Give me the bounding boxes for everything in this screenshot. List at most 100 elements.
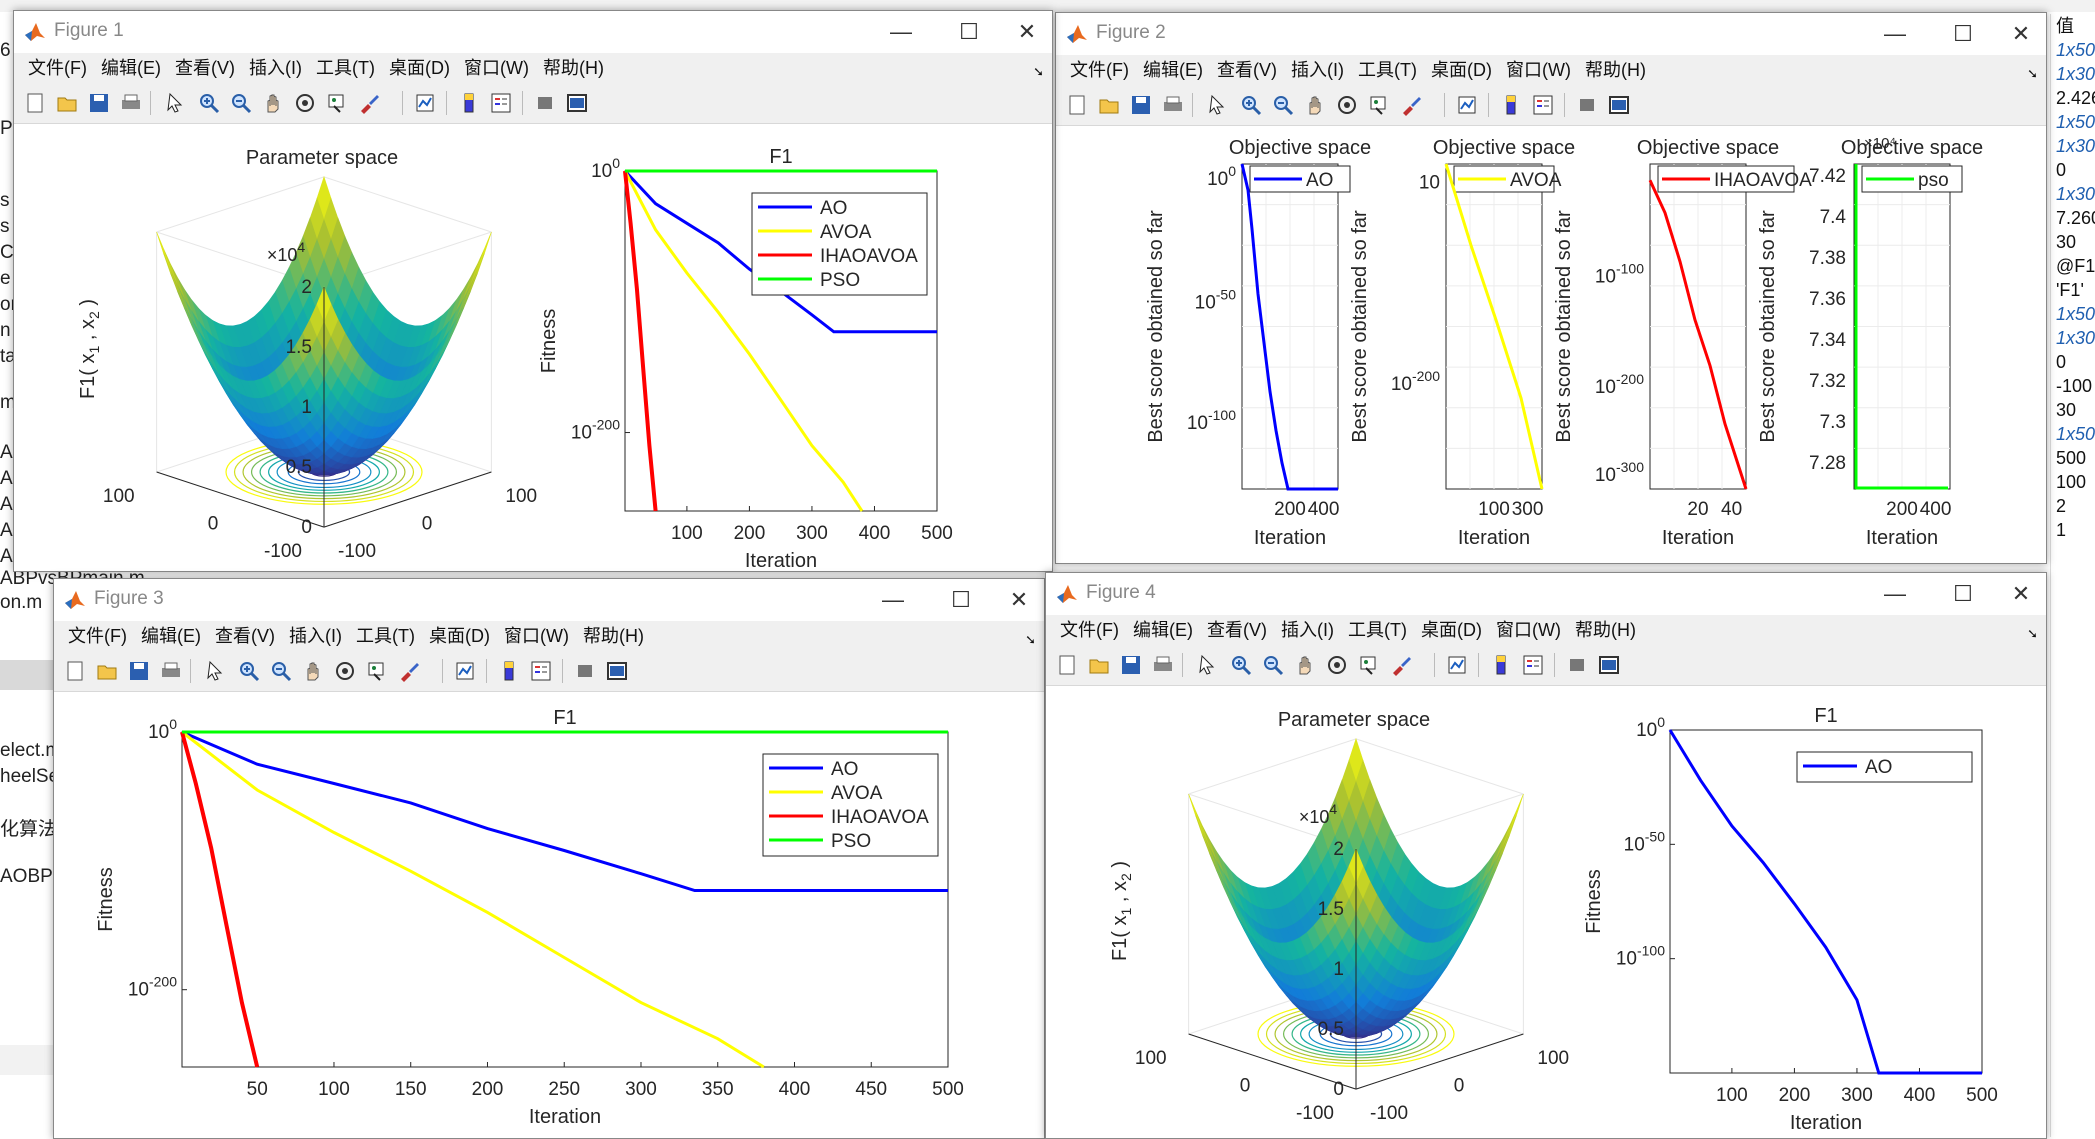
- menu-item-0[interactable]: 文件(F): [1060, 615, 1119, 645]
- title-bar[interactable]: Figure 2—☐✕: [1056, 13, 2046, 55]
- minimize-button[interactable]: —: [886, 17, 916, 47]
- colorbar-icon[interactable]: [1500, 94, 1522, 116]
- menu-item-4[interactable]: 工具(T): [356, 621, 415, 651]
- menu-item-6[interactable]: 窗口(W): [464, 53, 529, 83]
- close-button[interactable]: ✕: [2006, 19, 2036, 49]
- zoom-in-icon[interactable]: [1230, 654, 1252, 676]
- zoom-in-icon[interactable]: [238, 660, 260, 682]
- figure-3-window[interactable]: Figure 3—☐✕ 文件(F)编辑(E)查看(V)插入(I)工具(T)桌面(…: [53, 578, 1045, 1139]
- pointer-icon[interactable]: [204, 660, 226, 682]
- menu-item-0[interactable]: 文件(F): [28, 53, 87, 83]
- zoom-out-icon[interactable]: [270, 660, 292, 682]
- title-bar[interactable]: Figure 1—☐✕: [14, 11, 1052, 53]
- menu-item-3[interactable]: 插入(I): [1281, 615, 1334, 645]
- new-file-icon[interactable]: [64, 660, 86, 682]
- menu-item-3[interactable]: 插入(I): [289, 621, 342, 651]
- menu-item-3[interactable]: 插入(I): [1291, 55, 1344, 85]
- menu-item-4[interactable]: 工具(T): [1348, 615, 1407, 645]
- close-button[interactable]: ✕: [1004, 585, 1034, 615]
- close-button[interactable]: ✕: [2006, 579, 2036, 609]
- data-cursor-icon[interactable]: [326, 92, 348, 114]
- bg-fragment[interactable]: heelSe: [0, 766, 59, 788]
- close-button[interactable]: ✕: [1012, 17, 1042, 47]
- open-folder-icon[interactable]: [1098, 94, 1120, 116]
- menu-item-4[interactable]: 工具(T): [1358, 55, 1417, 85]
- pointer-icon[interactable]: [1206, 94, 1228, 116]
- menu-item-7[interactable]: 帮助(H): [1575, 615, 1636, 645]
- property-editor-icon[interactable]: [566, 92, 588, 114]
- maximize-button[interactable]: ☐: [946, 585, 976, 615]
- print-icon[interactable]: [160, 660, 182, 682]
- link-plot-icon[interactable]: [1456, 94, 1478, 116]
- menu-item-7[interactable]: 帮助(H): [1585, 55, 1646, 85]
- maximize-button[interactable]: ☐: [1948, 579, 1978, 609]
- figure-2-window[interactable]: Figure 2—☐✕ 文件(F)编辑(E)查看(V)插入(I)工具(T)桌面(…: [1055, 12, 2047, 564]
- pan-hand-icon[interactable]: [1304, 94, 1326, 116]
- menu-item-0[interactable]: 文件(F): [1070, 55, 1129, 85]
- minimize-button[interactable]: —: [1880, 579, 1910, 609]
- colorbar-icon[interactable]: [458, 92, 480, 114]
- zoom-out-icon[interactable]: [230, 92, 252, 114]
- hide-tools-icon[interactable]: [534, 92, 556, 114]
- title-bar[interactable]: Figure 4—☐✕: [1046, 573, 2046, 615]
- legend-icon[interactable]: [1522, 654, 1544, 676]
- zoom-in-icon[interactable]: [198, 92, 220, 114]
- menu-item-1[interactable]: 编辑(E): [101, 53, 161, 83]
- brush-icon[interactable]: [398, 660, 420, 682]
- save-icon[interactable]: [1120, 654, 1142, 676]
- minimize-button[interactable]: —: [1880, 19, 1910, 49]
- minimize-button[interactable]: —: [878, 585, 908, 615]
- menu-item-7[interactable]: 帮助(H): [543, 53, 604, 83]
- figure-1-window[interactable]: Figure 1—☐✕ 文件(F)编辑(E)查看(V)插入(I)工具(T)桌面(…: [13, 10, 1053, 572]
- print-icon[interactable]: [1162, 94, 1184, 116]
- menu-item-6[interactable]: 窗口(W): [1506, 55, 1571, 85]
- hide-tools-icon[interactable]: [1576, 94, 1598, 116]
- pan-hand-icon[interactable]: [1294, 654, 1316, 676]
- print-icon[interactable]: [120, 92, 142, 114]
- open-folder-icon[interactable]: [56, 92, 78, 114]
- colorbar-icon[interactable]: [498, 660, 520, 682]
- open-folder-icon[interactable]: [96, 660, 118, 682]
- link-plot-icon[interactable]: [1446, 654, 1468, 676]
- menu-item-7[interactable]: 帮助(H): [583, 621, 644, 651]
- open-folder-icon[interactable]: [1088, 654, 1110, 676]
- pan-hand-icon[interactable]: [302, 660, 324, 682]
- menu-item-3[interactable]: 插入(I): [249, 53, 302, 83]
- data-cursor-icon[interactable]: [366, 660, 388, 682]
- legend-icon[interactable]: [490, 92, 512, 114]
- legend-icon[interactable]: [1532, 94, 1554, 116]
- menu-item-0[interactable]: 文件(F): [68, 621, 127, 651]
- save-icon[interactable]: [88, 92, 110, 114]
- pointer-icon[interactable]: [164, 92, 186, 114]
- property-editor-icon[interactable]: [1598, 654, 1620, 676]
- title-bar[interactable]: Figure 3—☐✕: [54, 579, 1044, 621]
- zoom-in-icon[interactable]: [1240, 94, 1262, 116]
- menu-item-6[interactable]: 窗口(W): [1496, 615, 1561, 645]
- figure-4-window[interactable]: Figure 4—☐✕ 文件(F)编辑(E)查看(V)插入(I)工具(T)桌面(…: [1045, 572, 2047, 1139]
- rotate-3d-icon[interactable]: [294, 92, 316, 114]
- property-editor-icon[interactable]: [606, 660, 628, 682]
- link-plot-icon[interactable]: [454, 660, 476, 682]
- data-cursor-icon[interactable]: [1358, 654, 1380, 676]
- hide-tools-icon[interactable]: [574, 660, 596, 682]
- pan-hand-icon[interactable]: [262, 92, 284, 114]
- legend-icon[interactable]: [530, 660, 552, 682]
- bg-fragment[interactable]: on.m: [0, 592, 42, 614]
- brush-icon[interactable]: [1390, 654, 1412, 676]
- new-file-icon[interactable]: [24, 92, 46, 114]
- maximize-button[interactable]: ☐: [954, 17, 984, 47]
- brush-icon[interactable]: [358, 92, 380, 114]
- menu-item-5[interactable]: 桌面(D): [1431, 55, 1492, 85]
- menu-item-6[interactable]: 窗口(W): [504, 621, 569, 651]
- rotate-3d-icon[interactable]: [1326, 654, 1348, 676]
- new-file-icon[interactable]: [1056, 654, 1078, 676]
- menu-item-2[interactable]: 查看(V): [215, 621, 275, 651]
- pointer-icon[interactable]: [1196, 654, 1218, 676]
- link-plot-icon[interactable]: [414, 92, 436, 114]
- new-file-icon[interactable]: [1066, 94, 1088, 116]
- menu-item-5[interactable]: 桌面(D): [429, 621, 490, 651]
- save-icon[interactable]: [1130, 94, 1152, 116]
- data-cursor-icon[interactable]: [1368, 94, 1390, 116]
- colorbar-icon[interactable]: [1490, 654, 1512, 676]
- zoom-out-icon[interactable]: [1272, 94, 1294, 116]
